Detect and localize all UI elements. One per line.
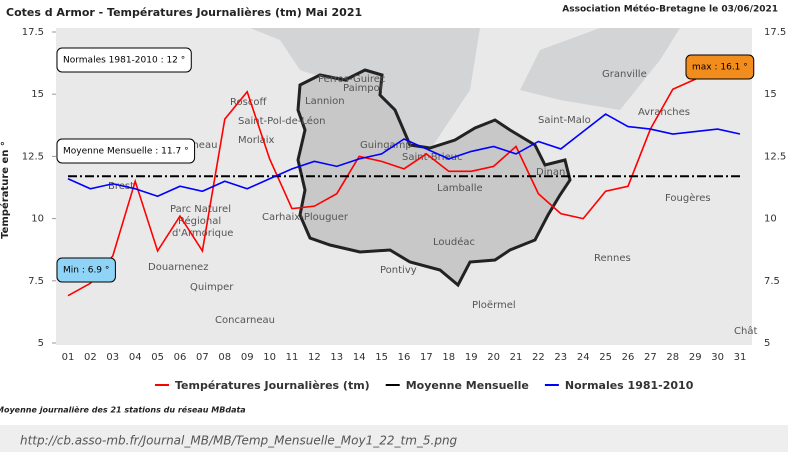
map-label: Douarnenez [148, 262, 208, 273]
legend-label: Normales 1981-2010 [565, 379, 694, 392]
map-label: Guingamp [360, 140, 412, 151]
x-tick-label: 12 [308, 352, 321, 363]
map-label: Saint-Pol-de-Léon [238, 115, 325, 127]
x-tick-label: 13 [330, 352, 343, 363]
x-tick-label: 06 [174, 352, 187, 363]
map-label: Fougères [665, 192, 711, 204]
x-tick-label: 07 [196, 352, 209, 363]
legend-label: Températures Journalières (tm) [175, 379, 370, 392]
map-label: Pontivy [380, 265, 417, 276]
x-tick-label: 10 [263, 352, 276, 363]
x-tick-label: 24 [577, 352, 590, 363]
map-label: Lamballe [437, 183, 483, 194]
y2-tick-label: 7.5 [764, 276, 780, 287]
map-label: Parc Naturel [170, 204, 231, 215]
map-label: Paimpol [343, 83, 382, 94]
y-axis-label: Température en ° [0, 141, 11, 239]
x-tick-label: 02 [84, 352, 97, 363]
y2-tick-label: 12.5 [764, 151, 786, 162]
map-label: Avranches [638, 107, 690, 118]
annotation: Min : 6.9 ° [63, 266, 109, 276]
y-tick-label: 10 [31, 214, 44, 225]
x-tick-label: 09 [241, 352, 254, 363]
y-tick-label: 17.5 [22, 27, 44, 38]
x-tick-label: 04 [129, 352, 142, 363]
y2-tick-label: 17.5 [764, 27, 786, 38]
x-tick-label: 05 [151, 352, 164, 363]
x-tick-label: 27 [644, 352, 657, 363]
x-tick-label: 31 [734, 352, 747, 363]
map-label: Granville [602, 69, 647, 80]
footnote: Moyenne journalière des 21 stations du r… [0, 405, 246, 415]
map-label: Saint-Malo [538, 115, 591, 126]
x-tick-label: 30 [711, 352, 724, 363]
x-tick-label: 03 [106, 352, 119, 363]
x-tick-label: 17 [420, 352, 433, 363]
x-tick-label: 23 [554, 352, 567, 363]
x-tick-label: 26 [622, 352, 635, 363]
y-tick-label: 15 [31, 89, 44, 100]
annotation: max : 16.1 ° [692, 63, 748, 73]
y2-tick-label: 15 [764, 89, 777, 100]
map-label: Rennes [594, 253, 631, 264]
map-label: Régional [178, 215, 221, 227]
y-tick-label: 5 [38, 338, 44, 349]
y2-tick-label: 10 [764, 214, 777, 225]
map-label: Carhaix-Plouguer [262, 212, 349, 223]
map-label: Brest [108, 181, 134, 192]
x-tick-label: 15 [375, 352, 388, 363]
map-label: Concarneau [215, 315, 275, 326]
url: http://cb.asso-mb.fr/Journal_MB/MB/Temp_… [20, 434, 458, 448]
x-tick-label: 20 [487, 352, 500, 363]
x-tick-label: 21 [510, 352, 523, 363]
x-tick-label: 14 [353, 352, 366, 363]
chart-title: Cotes d Armor - Températures Journalière… [6, 6, 362, 19]
x-tick-label: 18 [442, 352, 455, 363]
map-label: Loudéac [433, 236, 475, 248]
map-label: Lannion [305, 96, 345, 107]
map-label: Quimper [190, 282, 234, 293]
source: Association Météo-Bretagne le 03/06/2021 [562, 4, 778, 15]
annotation: Normales 1981-2010 : 12 ° [63, 56, 185, 66]
annotation: Moyenne Mensuelle : 11.7 ° [63, 147, 189, 157]
y-tick-label: 12.5 [22, 151, 44, 162]
x-tick-label: 22 [532, 352, 545, 363]
chart: Perros-Guirec Paimpol Lannion Roscoff Sa… [0, 0, 788, 452]
x-tick-label: 08 [218, 352, 231, 363]
x-tick-label: 25 [599, 352, 612, 363]
y2-tick-label: 5 [764, 338, 770, 349]
x-tick-label: 19 [465, 352, 478, 363]
map-label: Ploërmel [472, 300, 516, 311]
legend-label: Moyenne Mensuelle [406, 379, 529, 392]
x-tick-label: 01 [62, 352, 75, 363]
x-tick-label: 11 [286, 352, 299, 363]
map-label: Chât [734, 325, 757, 337]
map-label: d'Armorique [172, 228, 233, 239]
x-tick-label: 28 [666, 352, 679, 363]
y-tick-label: 7.5 [28, 276, 44, 287]
x-tick-label: 16 [398, 352, 411, 363]
map-label: Morlaix [238, 135, 275, 146]
x-tick-label: 29 [689, 352, 702, 363]
